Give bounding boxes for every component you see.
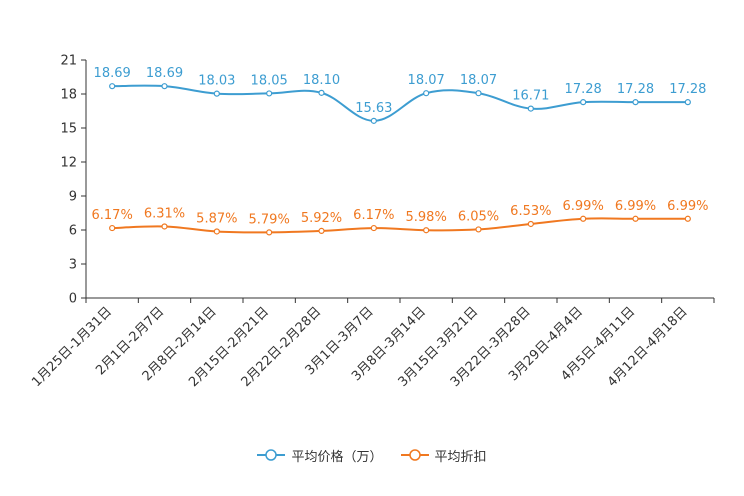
data-point[interactable] <box>109 83 116 90</box>
legend: 平均价格（万） 平均折扣 <box>0 445 744 465</box>
y-tick-label: 21 <box>60 54 77 69</box>
data-label: 18.10 <box>303 73 340 88</box>
legend-price-label: 平均价格（万） <box>291 449 383 465</box>
data-point[interactable] <box>475 226 482 233</box>
data-point[interactable] <box>684 99 691 106</box>
data-point[interactable] <box>213 228 220 235</box>
y-axis-ticks: 0 3 6 9 12 15 18 21 <box>60 54 86 307</box>
data-point[interactable] <box>370 224 377 232</box>
line-chart: 0 3 6 9 12 15 18 21 1月25日-1月31日2月1日-2月7日2月8日-2月… <box>29 54 715 390</box>
data-point[interactable] <box>266 229 273 236</box>
data-label: 18.69 <box>94 66 131 81</box>
data-point[interactable] <box>632 215 639 222</box>
data-label: 5.98% <box>406 210 447 225</box>
data-point[interactable] <box>318 227 325 235</box>
legend-price-line-icon <box>257 449 286 461</box>
data-point[interactable] <box>527 105 534 112</box>
data-point[interactable] <box>423 90 430 97</box>
data-label: 6.99% <box>667 199 708 214</box>
data-label: 16.71 <box>512 89 549 104</box>
data-label: 17.28 <box>565 82 602 97</box>
y-tick-label: 6 <box>69 224 77 239</box>
data-label: 6.53% <box>510 204 551 219</box>
data-point[interactable] <box>266 90 273 97</box>
data-label: 5.87% <box>196 211 237 226</box>
legend-item-price[interactable]: 平均价格（万） <box>257 446 383 465</box>
data-label: 6.05% <box>458 209 499 224</box>
y-tick-label: 3 <box>69 258 77 273</box>
data-point[interactable] <box>527 220 534 228</box>
data-label: 15.63 <box>355 101 392 116</box>
legend-item-discount[interactable]: 平均折扣 <box>400 446 487 465</box>
data-point[interactable] <box>370 117 377 124</box>
data-point[interactable] <box>161 223 168 230</box>
data-point[interactable] <box>684 215 691 222</box>
data-label: 5.79% <box>249 212 290 227</box>
data-label: 18.03 <box>198 74 235 89</box>
series-0: 18.69 18.69 18.03 18.05 18.10 15.63 18.07 18.07… <box>94 66 706 124</box>
y-tick-label: 15 <box>60 122 77 137</box>
y-tick-label: 9 <box>69 190 77 205</box>
data-point[interactable] <box>423 227 430 234</box>
data-point[interactable] <box>161 83 168 90</box>
data-point[interactable] <box>109 224 116 232</box>
data-label: 6.99% <box>615 199 656 214</box>
data-label: 5.92% <box>301 211 342 226</box>
legend-discount-line-icon <box>400 449 429 461</box>
data-point[interactable] <box>580 215 587 222</box>
data-point[interactable] <box>475 90 482 97</box>
data-label: 18.69 <box>146 66 183 81</box>
data-label: 17.28 <box>669 82 706 97</box>
y-tick-label: 18 <box>60 88 77 103</box>
data-point[interactable] <box>580 99 587 106</box>
data-label: 6.17% <box>353 208 394 223</box>
data-label: 6.99% <box>563 199 604 214</box>
data-label: 18.05 <box>251 73 288 88</box>
data-label: 17.28 <box>617 82 654 97</box>
x-axis-ticks: 1月25日-1月31日2月1日-2月7日2月8日-2月14日2月15日-2月21… <box>29 298 715 390</box>
y-tick-label: 12 <box>60 156 77 171</box>
data-label: 18.07 <box>408 73 445 88</box>
data-point[interactable] <box>632 99 639 106</box>
data-point[interactable] <box>213 90 220 97</box>
y-tick-label: 0 <box>69 292 77 307</box>
data-label: 18.07 <box>460 73 497 88</box>
data-label: 6.17% <box>92 208 133 223</box>
data-point[interactable] <box>318 89 325 96</box>
legend-discount-label: 平均折扣 <box>434 449 487 465</box>
data-label: 6.31% <box>144 206 185 221</box>
series-group: 18.69 18.69 18.03 18.05 18.10 15.63 18.07 18.07… <box>92 66 708 236</box>
series-line <box>112 217 688 234</box>
series-1: 6.17% 6.31% 5.87% 5.79% 5.92% 6.17% 5.98% 6.05%… <box>92 199 708 236</box>
